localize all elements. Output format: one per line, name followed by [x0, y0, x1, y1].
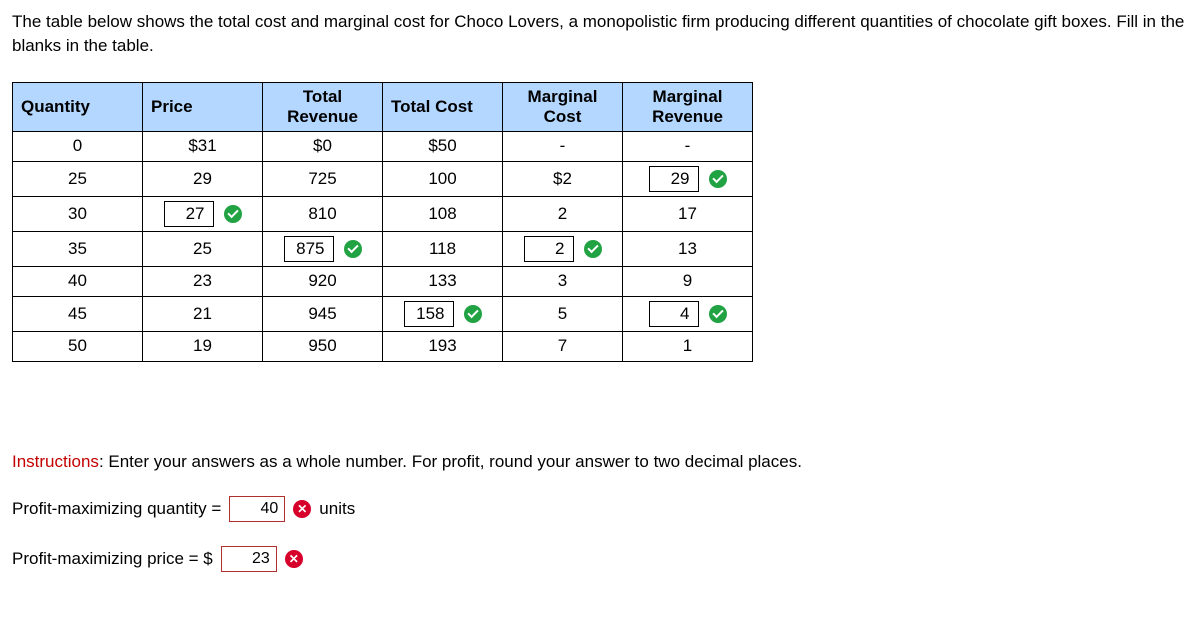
- profit-price-row: Profit-maximizing price = $ 23: [12, 546, 1188, 572]
- table-row: 2529725100$229: [13, 161, 753, 196]
- instructions-label: Instructions: [12, 452, 99, 471]
- cell-marginal-cost: -: [503, 131, 623, 161]
- cell-total-cost: 108: [383, 196, 503, 231]
- cell-total-revenue: $0: [263, 131, 383, 161]
- cell-marginal-cost: 7: [503, 331, 623, 361]
- q1-input[interactable]: 40: [229, 496, 285, 522]
- q2-label: Profit-maximizing price = $: [12, 549, 213, 569]
- cell-total-cost: 133: [383, 266, 503, 296]
- check-icon: [584, 240, 602, 258]
- cell-marginal-revenue: -: [623, 131, 753, 161]
- intro-text: The table below shows the total cost and…: [12, 10, 1188, 58]
- cell-total-cost-answer[interactable]: 158: [404, 301, 454, 327]
- q1-suffix: units: [319, 499, 355, 519]
- cell-marginal-cost: 2: [503, 196, 623, 231]
- cell-total-cost: 118: [383, 231, 503, 266]
- th-quantity: Quantity: [13, 82, 143, 131]
- cell-price: 29: [143, 161, 263, 196]
- th-marginal-cost: Marginal Cost: [503, 82, 623, 131]
- cell-quantity: 25: [13, 161, 143, 196]
- cell-total-revenue: 810: [263, 196, 383, 231]
- cell-quantity: 45: [13, 296, 143, 331]
- cell-marginal-cost-answer[interactable]: 2: [524, 236, 574, 262]
- cell-quantity: 0: [13, 131, 143, 161]
- instructions: Instructions: Enter your answers as a wh…: [12, 452, 1188, 472]
- cell-price: $31: [143, 131, 263, 161]
- cell-price: 25: [143, 231, 263, 266]
- cell-total-revenue-answer[interactable]: 875: [284, 236, 334, 262]
- cell-total-revenue: 920: [263, 266, 383, 296]
- table-row: 0$31$0$50--: [13, 131, 753, 161]
- cell-marginal-cost: 3: [503, 266, 623, 296]
- table-row: 402392013339: [13, 266, 753, 296]
- cell-quantity: 30: [13, 196, 143, 231]
- th-total-cost: Total Cost: [383, 82, 503, 131]
- q1-label: Profit-maximizing quantity =: [12, 499, 221, 519]
- check-icon: [344, 240, 362, 258]
- instructions-text: : Enter your answers as a whole number. …: [99, 452, 802, 471]
- cell-total-cost: 193: [383, 331, 503, 361]
- cell-marginal-revenue: 1: [623, 331, 753, 361]
- profit-quantity-row: Profit-maximizing quantity = 40 units: [12, 496, 1188, 522]
- table-row: 30 27 810108217: [13, 196, 753, 231]
- cell-total-revenue: 945: [263, 296, 383, 331]
- wrong-icon: [285, 550, 303, 568]
- wrong-icon: [293, 500, 311, 518]
- cell-quantity: 35: [13, 231, 143, 266]
- cell-price: 23: [143, 266, 263, 296]
- cell-total-cost: $50: [383, 131, 503, 161]
- check-icon: [709, 305, 727, 323]
- cell-marginal-revenue-answer[interactable]: 29: [649, 166, 699, 192]
- cell-price-answer[interactable]: 27: [164, 201, 214, 227]
- cell-price: 21: [143, 296, 263, 331]
- table-row: 4521945 158 54: [13, 296, 753, 331]
- cell-marginal-cost: $2: [503, 161, 623, 196]
- cell-marginal-revenue: 17: [623, 196, 753, 231]
- cost-table: Quantity Price Total Revenue Total Cost …: [12, 82, 753, 362]
- cell-total-revenue: 950: [263, 331, 383, 361]
- check-icon: [709, 170, 727, 188]
- check-icon: [224, 205, 242, 223]
- cell-marginal-revenue: 9: [623, 266, 753, 296]
- q2-input[interactable]: 23: [221, 546, 277, 572]
- cell-marginal-revenue-answer[interactable]: 4: [649, 301, 699, 327]
- cell-price: 19: [143, 331, 263, 361]
- cell-total-revenue: 725: [263, 161, 383, 196]
- th-marginal-revenue: Marginal Revenue: [623, 82, 753, 131]
- table-row: 3525 875 118 2 13: [13, 231, 753, 266]
- cell-marginal-revenue: 13: [623, 231, 753, 266]
- th-price: Price: [143, 82, 263, 131]
- check-icon: [464, 305, 482, 323]
- th-total-revenue: Total Revenue: [263, 82, 383, 131]
- cell-quantity: 40: [13, 266, 143, 296]
- cell-marginal-cost: 5: [503, 296, 623, 331]
- cell-quantity: 50: [13, 331, 143, 361]
- cell-total-cost: 100: [383, 161, 503, 196]
- table-row: 501995019371: [13, 331, 753, 361]
